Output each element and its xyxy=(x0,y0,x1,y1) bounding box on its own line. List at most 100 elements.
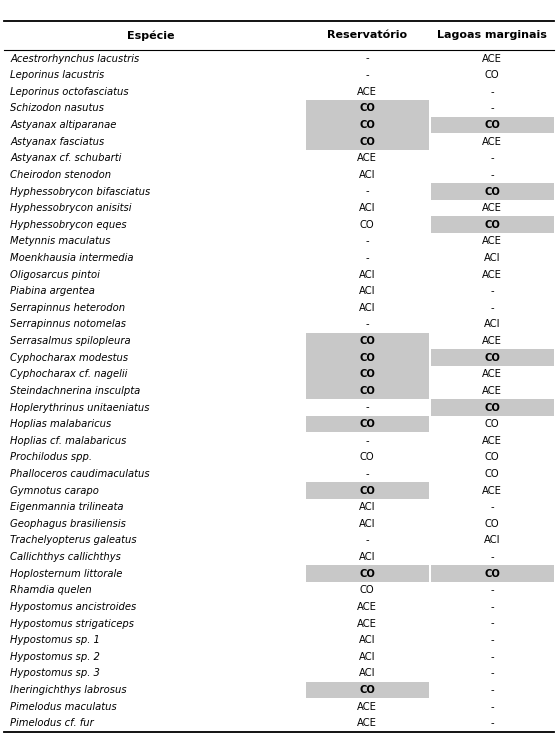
Text: CO: CO xyxy=(484,353,500,363)
Bar xyxy=(431,565,554,582)
Text: Hoplias cf. malabaricus: Hoplias cf. malabaricus xyxy=(10,436,127,446)
Bar xyxy=(306,100,429,117)
Text: -: - xyxy=(490,718,494,729)
Text: -: - xyxy=(490,619,494,629)
Text: Hoplosternum littorale: Hoplosternum littorale xyxy=(10,569,122,579)
Text: Hypostomus strigaticeps: Hypostomus strigaticeps xyxy=(10,619,134,629)
Text: ACE: ACE xyxy=(482,436,502,446)
Text: Espécie: Espécie xyxy=(127,30,175,41)
Text: Astyanax altiparanae: Astyanax altiparanae xyxy=(10,120,117,130)
Text: -: - xyxy=(365,403,369,412)
Bar xyxy=(306,565,429,582)
Text: Hoplerythrinus unitaeniatus: Hoplerythrinus unitaeniatus xyxy=(10,403,150,412)
Text: CO: CO xyxy=(484,569,500,579)
Text: CO: CO xyxy=(360,585,374,596)
Text: ACI: ACI xyxy=(359,519,376,529)
Bar xyxy=(306,682,429,698)
Bar xyxy=(306,133,429,150)
Text: ACI: ACI xyxy=(359,170,376,180)
Text: -: - xyxy=(490,86,494,97)
Text: CO: CO xyxy=(359,137,375,146)
Text: CO: CO xyxy=(359,120,375,130)
Text: CO: CO xyxy=(359,486,375,496)
Text: -: - xyxy=(365,536,369,545)
Text: -: - xyxy=(490,685,494,695)
Text: Leporinus lacustris: Leporinus lacustris xyxy=(10,70,104,80)
Text: ACE: ACE xyxy=(357,86,377,97)
Text: ACI: ACI xyxy=(359,503,376,512)
Text: ACE: ACE xyxy=(482,486,502,496)
Text: Trachelyopterus galeatus: Trachelyopterus galeatus xyxy=(10,536,137,545)
Text: CO: CO xyxy=(359,336,375,346)
Bar xyxy=(306,366,429,383)
Text: -: - xyxy=(365,70,369,80)
Bar xyxy=(306,117,429,133)
Text: CO: CO xyxy=(360,219,374,230)
Text: ACE: ACE xyxy=(482,370,502,379)
Text: CO: CO xyxy=(359,386,375,396)
Bar xyxy=(306,350,429,366)
Text: ACI: ACI xyxy=(359,203,376,213)
Text: Lagoas marginais: Lagoas marginais xyxy=(437,30,547,41)
Text: Prochilodus spp.: Prochilodus spp. xyxy=(10,452,92,463)
Text: -: - xyxy=(365,236,369,246)
Bar xyxy=(431,399,554,416)
Text: ACI: ACI xyxy=(484,253,501,263)
Text: Hyphessobrycon bifasciatus: Hyphessobrycon bifasciatus xyxy=(10,186,150,197)
Bar xyxy=(431,217,554,233)
Text: -: - xyxy=(365,186,369,197)
Text: CO: CO xyxy=(484,186,500,197)
Text: ACI: ACI xyxy=(359,552,376,562)
Text: Astyanax cf. schubarti: Astyanax cf. schubarti xyxy=(10,153,122,163)
Text: Piabina argentea: Piabina argentea xyxy=(10,286,95,296)
Text: ACI: ACI xyxy=(484,319,501,330)
Text: ACI: ACI xyxy=(359,286,376,296)
Text: ACE: ACE xyxy=(357,153,377,163)
Text: -: - xyxy=(490,103,494,113)
Text: CO: CO xyxy=(484,403,500,412)
Text: ACE: ACE xyxy=(357,702,377,712)
Text: Iheringichthys labrosus: Iheringichthys labrosus xyxy=(10,685,127,695)
Text: Hyphessobrycon eques: Hyphessobrycon eques xyxy=(10,219,127,230)
Text: CO: CO xyxy=(359,370,375,379)
Text: -: - xyxy=(490,702,494,712)
Text: ACE: ACE xyxy=(482,137,502,146)
Text: Pimelodus cf. fur: Pimelodus cf. fur xyxy=(10,718,94,729)
Text: Hoplias malabaricus: Hoplias malabaricus xyxy=(10,419,111,429)
Text: ACE: ACE xyxy=(357,718,377,729)
Text: CO: CO xyxy=(359,569,375,579)
Text: -: - xyxy=(490,286,494,296)
Text: ACI: ACI xyxy=(359,303,376,313)
Text: Astyanax fasciatus: Astyanax fasciatus xyxy=(10,137,104,146)
Text: Acestrorhynchus lacustris: Acestrorhynchus lacustris xyxy=(10,53,140,64)
Text: -: - xyxy=(490,585,494,596)
Bar xyxy=(431,350,554,366)
Bar xyxy=(431,183,554,200)
Text: -: - xyxy=(365,253,369,263)
Text: CO: CO xyxy=(484,120,500,130)
Text: ACI: ACI xyxy=(359,652,376,662)
Text: CO: CO xyxy=(485,519,499,529)
Text: Hypostomus sp. 2: Hypostomus sp. 2 xyxy=(10,652,100,662)
Text: Phalloceros caudimaculatus: Phalloceros caudimaculatus xyxy=(10,469,150,479)
Text: -: - xyxy=(365,469,369,479)
Bar xyxy=(306,483,429,499)
Text: Pimelodus maculatus: Pimelodus maculatus xyxy=(10,702,117,712)
Text: CO: CO xyxy=(359,103,375,113)
Text: Geophagus brasiliensis: Geophagus brasiliensis xyxy=(10,519,126,529)
Text: CO: CO xyxy=(360,452,374,463)
Text: -: - xyxy=(365,319,369,330)
Text: ACE: ACE xyxy=(357,619,377,629)
Bar xyxy=(306,333,429,350)
Text: -: - xyxy=(365,53,369,64)
Text: Oligosarcus pintoi: Oligosarcus pintoi xyxy=(10,270,100,279)
Text: ACE: ACE xyxy=(357,602,377,612)
Text: CO: CO xyxy=(485,419,499,429)
Text: Cyphocharax cf. nagelii: Cyphocharax cf. nagelii xyxy=(10,370,127,379)
Bar xyxy=(306,416,429,432)
Bar xyxy=(431,117,554,133)
Text: -: - xyxy=(365,436,369,446)
Text: CO: CO xyxy=(359,353,375,363)
Text: -: - xyxy=(490,503,494,512)
Text: CO: CO xyxy=(359,685,375,695)
